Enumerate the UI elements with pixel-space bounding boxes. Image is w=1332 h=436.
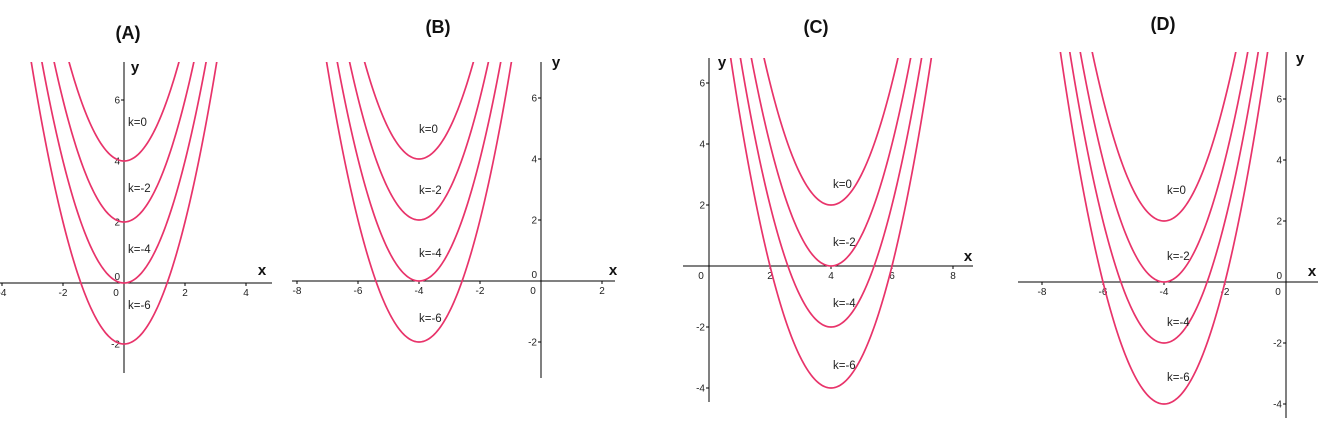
- series-label: k=-6: [833, 360, 856, 372]
- x-axis-label: x: [964, 248, 973, 265]
- x-tick-label: 0: [530, 286, 536, 297]
- parabola-k-eq-neg-2: [53, 62, 195, 223]
- y-tick-label: 0: [531, 270, 537, 281]
- parabola-k-eq-neg-6: [325, 62, 513, 343]
- x-tick-label: 0: [698, 271, 704, 282]
- series-label: k=-6: [1167, 372, 1190, 384]
- x-tick-label: 6: [889, 271, 895, 282]
- series-label: k=0: [1167, 185, 1186, 197]
- parabola-k-eq0: [363, 62, 475, 160]
- parabola-k-eq-neg-4: [41, 62, 207, 284]
- series-label: k=-2: [1167, 251, 1190, 263]
- curves: [325, 62, 513, 343]
- y-tick-label: -4: [696, 384, 705, 395]
- series-label: k=0: [128, 117, 147, 129]
- y-tick-label: -2: [696, 323, 705, 334]
- y-tick-label: 6: [699, 79, 705, 90]
- y-tick-label: 6: [1276, 95, 1282, 106]
- parabola-k-eq0: [763, 58, 899, 206]
- chart-panel-b: -8 -6 -4 -2 0 2 -2 0 2 4 6 x y (B) k=0 k=-2 k=-4 k=-6: [292, 17, 618, 378]
- y-tick-label: 4: [1276, 156, 1282, 167]
- chart-panel-c: 0 2 4 6 8 -4 -2 2 4 6 x y (C) k=0 k=-2 k=-4 k=-6: [683, 17, 973, 402]
- x-tick-label: 4: [243, 288, 249, 299]
- y-axis-label: y: [131, 59, 140, 76]
- chart-title: (C): [804, 17, 829, 37]
- y-tick-label: 0: [1276, 271, 1282, 282]
- y-axis-label: y: [1296, 50, 1305, 67]
- x-tick-label: -6: [354, 286, 363, 297]
- chart-title: (A): [116, 23, 141, 43]
- curves: [729, 58, 933, 389]
- series-label: k=-2: [419, 185, 442, 197]
- x-tick-label: 8: [950, 271, 956, 282]
- y-tick-label: -2: [1273, 339, 1282, 350]
- curves: [30, 62, 218, 345]
- y-tick-label: 4: [114, 157, 120, 168]
- curves: [1059, 52, 1269, 405]
- y-tick-label: 6: [114, 96, 120, 107]
- chart-title: (B): [426, 17, 451, 37]
- parabola-k-eq-neg-6: [1059, 52, 1269, 405]
- parabola-k-eq-neg-2: [1079, 52, 1249, 283]
- x-tick-label: -2: [1221, 287, 1230, 298]
- series-label: k=-6: [128, 300, 151, 312]
- y-tick-label: 2: [699, 201, 705, 212]
- parabola-k-eq-neg-4: [739, 58, 923, 328]
- x-tick-label: 4: [828, 271, 834, 282]
- x-tick-label: -2: [476, 286, 485, 297]
- y-tick-label: -2: [111, 340, 120, 351]
- y-tick-label: 2: [114, 218, 120, 229]
- series-label: k=0: [419, 124, 438, 136]
- x-tick-label: -4: [1160, 287, 1169, 298]
- x-tick-label: -6: [1099, 287, 1108, 298]
- series-label: k=-4: [1167, 317, 1190, 329]
- y-tick-label: 0: [114, 272, 120, 283]
- y-axis-label: y: [552, 54, 561, 71]
- x-axis-label: x: [609, 262, 618, 279]
- y-tick-label: 2: [531, 216, 537, 227]
- x-tick-label: -4: [0, 288, 7, 299]
- parabola-k-eq-neg-4: [1068, 52, 1260, 344]
- x-tick-label: -8: [293, 286, 302, 297]
- x-tick-label: 2: [767, 271, 773, 282]
- series-label: k=-4: [128, 244, 151, 256]
- x-tick-label: 0: [113, 288, 119, 299]
- series-label: k=-4: [833, 298, 856, 310]
- x-tick-label: -4: [415, 286, 424, 297]
- series-label: k=0: [833, 179, 852, 191]
- chart-panel-a: -4 -2 0 2 4 -2 0 2 4 6 x y (A) k=0 k=-2 k=-4 k=-6: [0, 23, 272, 373]
- parabola-k-eq-neg-6: [30, 62, 218, 345]
- x-tick-label: 2: [599, 286, 605, 297]
- parabola-k-eq-neg-6: [729, 58, 933, 389]
- y-tick-label: 2: [1276, 217, 1282, 228]
- series-label: k=-2: [833, 237, 856, 249]
- y-tick-label: -4: [1273, 400, 1282, 411]
- x-tick-label: 2: [182, 288, 188, 299]
- parabola-k-eq0: [68, 62, 180, 162]
- series-label: k=-2: [128, 183, 151, 195]
- y-tick-label: 4: [531, 155, 537, 166]
- series-label: k=-4: [419, 248, 442, 260]
- parabola-k-eq-neg-4: [336, 62, 502, 282]
- x-tick-label: 0: [1275, 287, 1281, 298]
- chart-panel-d: -8 -6 -4 -2 0 -4 -2 0 2 4 6 x y (D) k=0 k=-2 k=-4 k=-6: [1018, 14, 1318, 418]
- y-tick-label: -2: [528, 338, 537, 349]
- parabola-k-eq-neg-2: [348, 62, 490, 221]
- series-label: k=-6: [419, 313, 442, 325]
- y-tick-label: 6: [531, 94, 537, 105]
- y-tick-label: 4: [699, 140, 705, 151]
- x-tick-label: -8: [1038, 287, 1047, 298]
- x-axis-label: x: [1308, 263, 1317, 280]
- parabola-k-eq-neg-2: [750, 58, 912, 267]
- y-axis-label: y: [718, 54, 727, 71]
- chart-title: (D): [1151, 14, 1176, 34]
- x-tick-label: -2: [59, 288, 68, 299]
- parabola-k-eq0: [1091, 52, 1237, 222]
- x-axis-label: x: [258, 262, 267, 279]
